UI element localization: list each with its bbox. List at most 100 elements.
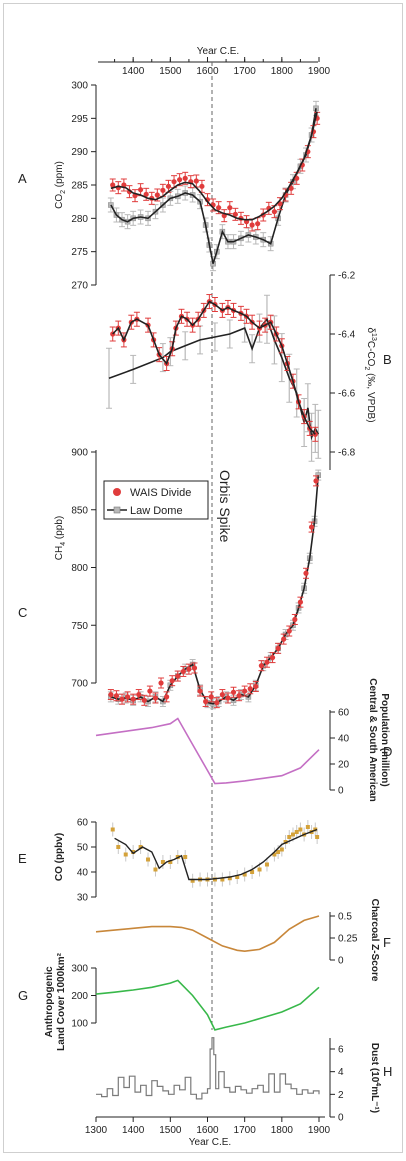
panel-a-wais-point [193,178,199,184]
panel-h-tick-label: 6 [338,1045,344,1056]
panel-c-wais-point [203,698,209,705]
panel-c-wais-point [275,645,281,651]
top-axis-tick-label: 1700 [234,66,257,77]
top-axis-tick-label: 1900 [308,66,331,77]
panel-c-wais-point [219,691,225,698]
panel-c-wais-point [197,688,203,694]
panel-c-wais-point [297,599,304,605]
panel-d-ylabel-1: Central & South American [367,678,378,802]
panel-e-point [212,877,217,882]
panel-e-point [146,857,151,862]
panel-e-point [276,850,281,854]
panel-c-wais-point [281,636,287,642]
panel-c-wais-point [108,691,114,698]
panel-c-wais-point [158,680,164,686]
panel-e-point [160,860,165,864]
panel-c-wais-point [141,697,147,703]
panel-f-charcoal-line [95,915,320,953]
panel-e-point [183,855,188,859]
panel-d-ylabel-2: Population (million) [379,693,390,786]
panel-a-wais-point [160,187,166,193]
panel-c-wais-point [230,689,237,695]
panel-e-point [153,867,158,872]
panel-g-ylabel-2: Land Cover 1000km² [56,952,67,1050]
panel-e-tick-label: 60 [77,818,89,829]
panel-b-tick-label: -6.6 [338,389,356,400]
legend-wais-label: WAIS Divide [130,487,191,499]
panel-a-wais-point [288,185,294,191]
panel-a-wais-point [216,205,222,211]
panel-d-plot [95,717,320,785]
top-axis-tick-label: 1500 [159,66,182,77]
panel-f-plot [95,915,320,953]
panel-g-plot [95,979,320,1031]
panel-c-wais-point [253,683,259,690]
panel-a-wais-point [171,179,177,185]
panel-c-wais-point [175,673,181,679]
panel-c-letter: C [18,605,27,620]
panel-h-dust-line [96,1037,320,1100]
top-axis-tick-label: 1400 [122,66,145,77]
panel-a-spline [110,111,318,221]
panel-a-wais-point [165,183,172,189]
panel-h-ticks: 6 4 2 0 [330,1045,344,1124]
panel-f-tick-label: 0.25 [338,934,358,945]
panel-e-point [116,845,121,849]
panel-a-wais-point [138,187,144,193]
panel-e-spline [114,828,318,881]
panel-e-letter: E [18,851,27,866]
panel-a-wais-point [227,205,233,211]
panel-c-ticks: 900 850 800 750 700 [71,448,96,690]
bottom-axis-ticks: 1300 1400 1500 1600 1700 1800 1900 [85,1117,331,1136]
panel-e-point [227,876,232,881]
figure-border [3,3,403,1153]
panel-a-tick-label: 295 [71,114,88,125]
panel-e-ticks: 60 50 40 30 [77,818,96,904]
panel-c-wais-point [130,696,136,702]
panel-a-tick-label: 285 [71,181,88,192]
panel-e-point [131,850,136,854]
bottom-axis-tick-label: 1300 [85,1125,108,1136]
panel-d-ticks: 60 40 20 0 [330,708,350,797]
panel-a-wais-point [199,183,205,189]
bottom-axis-tick-label: 1700 [234,1125,257,1136]
panel-h-tick-label: 0 [338,1113,344,1124]
panel-d-letter: D [383,744,392,759]
panel-a-tick-label: 270 [71,281,88,292]
panel-e-point [272,852,277,857]
panel-g-tick-label: 200 [71,991,88,1002]
panel-a-tick-label: 275 [71,247,88,258]
panel-a-wais-point [143,191,149,197]
panel-e-ylabel: CO (ppbv) [54,833,65,881]
panel-c-wais-point [242,688,248,694]
panel-e-point [294,830,299,834]
top-axis-tick-label: 1600 [196,66,219,77]
panel-g-letter: G [18,988,28,1003]
panel-f-tick-label: 0.5 [338,912,352,923]
panel-e-point [264,862,269,867]
panel-f-letter: F [383,935,391,950]
panel-b-tick-label: -6.8 [338,448,356,459]
bottom-axis-label: Year C.E. [189,1137,231,1148]
legend-law-label: Law Dome [130,505,183,517]
panel-e-point [138,845,143,849]
panel-c-wais-point [269,654,276,661]
panel-e-point [298,827,303,832]
panel-c-tick-label: 850 [71,505,88,516]
panel-c-wais-point [225,695,231,701]
panel-a-ticks: 300 295 290 285 280 275 270 [71,81,96,292]
panel-b-tick-label: -6.4 [338,330,356,341]
panel-e-point [279,847,284,852]
panel-g-tick-label: 300 [71,964,88,975]
panel-g-tick-label: 100 [71,1019,88,1030]
bottom-axis-tick-label: 1600 [196,1125,219,1136]
panel-e-tick-label: 50 [77,843,89,854]
panel-d-tick-label: 40 [338,734,350,745]
panel-a-law-point [108,202,114,208]
panel-a-wais-point [177,177,183,183]
panel-c-wais-point [303,570,309,576]
panel-e-point [242,872,247,877]
panel-c-wais-point [136,691,142,698]
panel-c-wais-point [313,478,319,484]
panel-e-point [123,852,128,857]
